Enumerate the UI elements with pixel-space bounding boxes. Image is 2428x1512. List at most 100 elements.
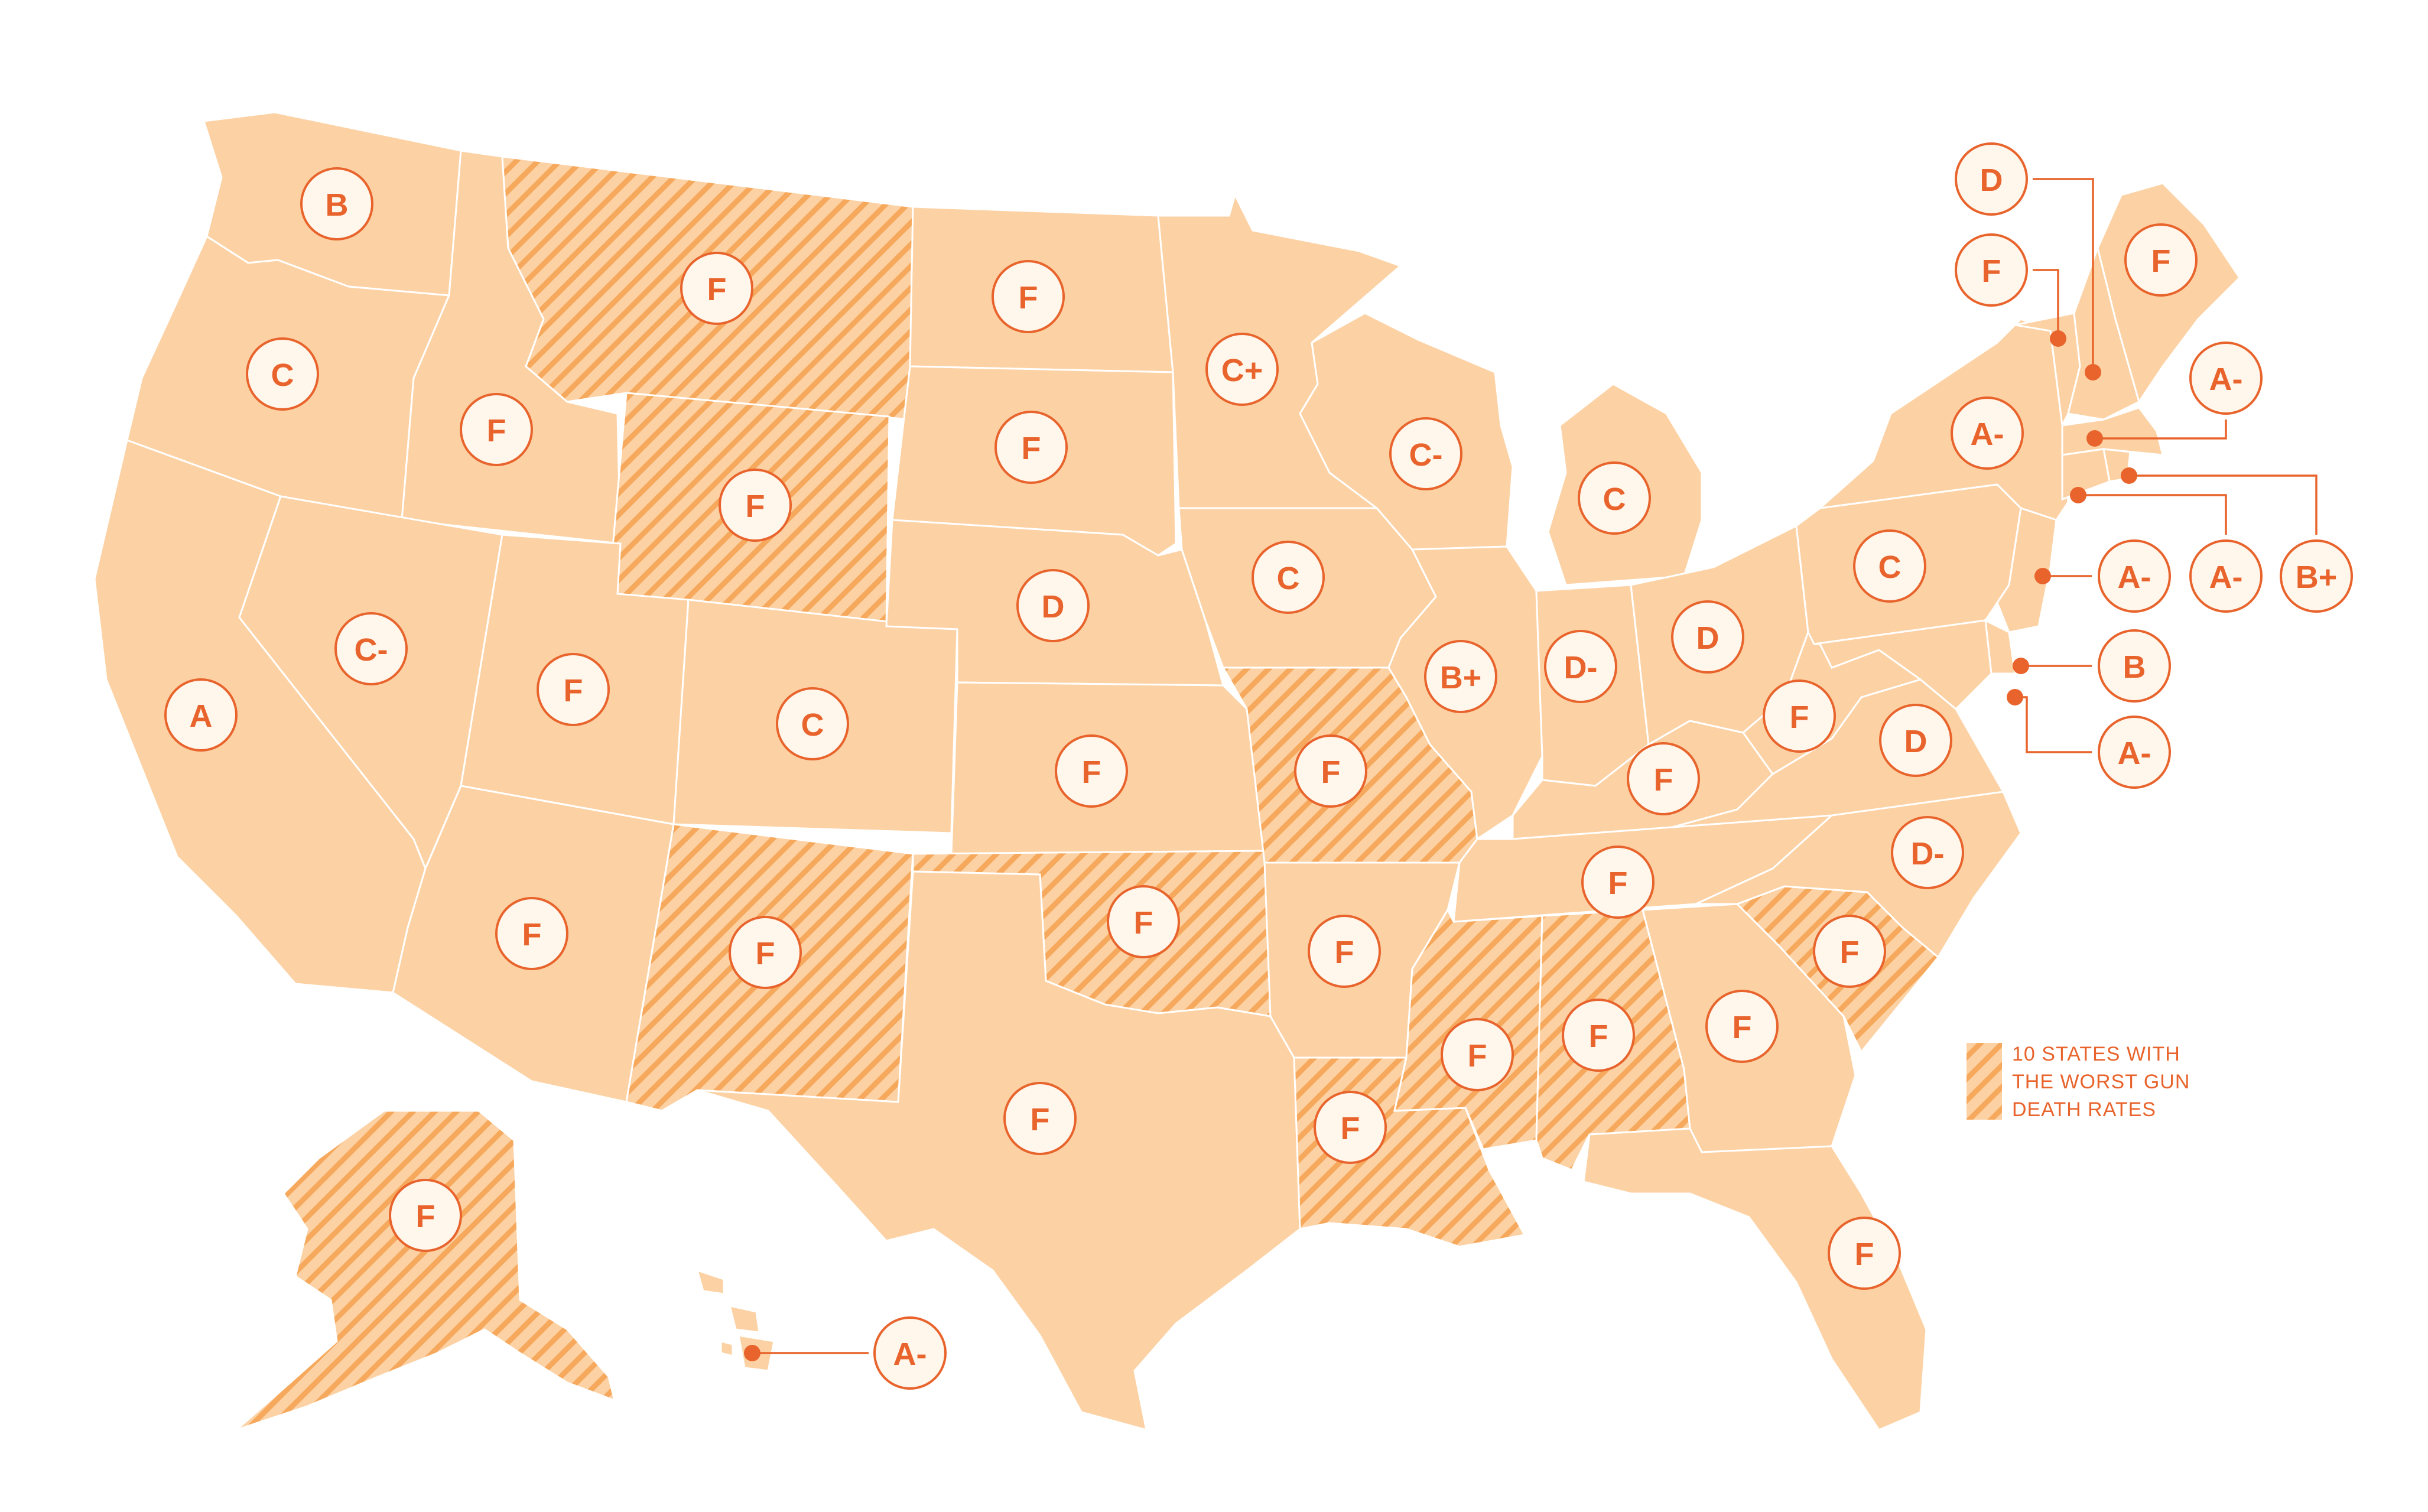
- legend-swatch-hatch: [1967, 1043, 2002, 1120]
- leader-dot-vt: [2050, 330, 2066, 347]
- grade-badge-or[interactable]: C: [246, 337, 319, 411]
- grade-badge-tx[interactable]: F: [1003, 1082, 1077, 1155]
- legend-line-2: THE WORST GUN: [2012, 1071, 2190, 1093]
- grade-badge-ca[interactable]: A: [164, 678, 238, 752]
- grade-badge-va[interactable]: D: [1879, 704, 1952, 777]
- grade-badge-ma[interactable]: A-: [2189, 342, 2263, 415]
- grade-badge-vt[interactable]: F: [1955, 233, 2028, 307]
- grade-badge-circle: [300, 167, 373, 240]
- grade-badge-ga[interactable]: F: [1705, 990, 1779, 1063]
- state-ak[interactable]: [236, 1110, 616, 1431]
- grade-badge-co[interactable]: C: [776, 687, 849, 760]
- grade-label-ri: B+: [2296, 560, 2338, 595]
- grade-badge-sc[interactable]: F: [1813, 915, 1886, 988]
- grade-badge-circle: [1879, 704, 1952, 777]
- grade-badge-circle: [1016, 569, 1090, 642]
- grade-label-pa: C: [1878, 549, 1902, 585]
- grade-badge-fl[interactable]: F: [1828, 1217, 1901, 1290]
- grade-badge-mo[interactable]: F: [1294, 734, 1367, 808]
- grade-badge-la[interactable]: F: [1314, 1091, 1387, 1164]
- grade-badge-nh[interactable]: D: [1955, 142, 2028, 216]
- grade-badge-id[interactable]: F: [460, 393, 533, 466]
- grade-badge-circle: [334, 612, 408, 685]
- grade-badge-il[interactable]: B+: [1424, 640, 1497, 713]
- grade-badge-ct[interactable]: A-: [2189, 539, 2263, 613]
- grade-badge-circle: [389, 1179, 462, 1252]
- grade-badge-ut[interactable]: F: [537, 653, 610, 726]
- grade-label-wi: C-: [1409, 437, 1443, 473]
- grade-badge-mt[interactable]: F: [680, 252, 753, 325]
- grade-label-al: F: [1589, 1019, 1608, 1054]
- grade-label-ct: A-: [2209, 560, 2243, 595]
- grade-badge-md[interactable]: A-: [2098, 716, 2171, 789]
- grade-badge-sd[interactable]: F: [994, 411, 1068, 484]
- grade-badge-ky[interactable]: F: [1627, 742, 1700, 815]
- state-fl[interactable]: [1582, 1127, 1928, 1431]
- leader-line-ri: [2129, 474, 2318, 535]
- grade-badge-circle: [992, 260, 1065, 333]
- grade-badge-circle: [1828, 1217, 1901, 1290]
- grade-badge-circle: [873, 1316, 947, 1390]
- grade-badge-tn[interactable]: F: [1581, 846, 1655, 919]
- grade-badge-nj[interactable]: A-: [2098, 539, 2171, 613]
- grade-badge-circle: [1705, 990, 1779, 1063]
- grade-badge-circle: [164, 678, 238, 752]
- grade-badge-mi[interactable]: C: [1578, 461, 1651, 535]
- grade-label-la: F: [1341, 1111, 1360, 1146]
- grade-label-mo: F: [1321, 755, 1341, 790]
- grade-badge-circle: [1205, 333, 1279, 406]
- grade-badge-ny[interactable]: A-: [1951, 396, 2024, 470]
- grade-badge-az[interactable]: F: [495, 897, 568, 970]
- grade-badge-circle: [1578, 461, 1651, 535]
- grade-badge-circle: [1424, 640, 1497, 713]
- grade-label-vt: F: [1982, 253, 2001, 289]
- leader-line-ma: [2095, 420, 2227, 440]
- grade-badge-me[interactable]: F: [2124, 223, 2198, 297]
- state-ny[interactable]: [1817, 318, 2069, 521]
- grade-badge-nd[interactable]: F: [992, 260, 1065, 333]
- state-nj[interactable]: [1996, 507, 2058, 633]
- grade-badge-circle: [1294, 734, 1367, 808]
- grade-label-tx: F: [1031, 1102, 1050, 1137]
- grade-badge-ak[interactable]: F: [389, 1179, 462, 1252]
- grade-badge-pa[interactable]: C: [1853, 529, 1926, 603]
- grade-badge-hi[interactable]: A-: [873, 1316, 947, 1390]
- grade-badge-al[interactable]: F: [1562, 999, 1635, 1072]
- grade-badge-circle: [1544, 630, 1617, 703]
- grade-badge-circle: [1252, 541, 1325, 614]
- grade-label-ms: F: [1468, 1038, 1487, 1074]
- grade-badge-ia[interactable]: C: [1252, 541, 1325, 614]
- leader-line-nh: [2033, 178, 2094, 372]
- grade-badge-nc[interactable]: D-: [1891, 816, 1964, 889]
- grade-badge-nm[interactable]: F: [729, 916, 802, 989]
- grade-badge-oh[interactable]: D: [1671, 600, 1744, 674]
- grade-badge-mn[interactable]: C+: [1205, 333, 1279, 406]
- grade-badge-circle: [246, 337, 319, 411]
- grade-badge-ok[interactable]: F: [1107, 885, 1180, 958]
- grade-badge-ks[interactable]: F: [1055, 734, 1128, 808]
- state-tx[interactable]: [697, 870, 1301, 1432]
- grade-badge-circle: [1003, 1082, 1077, 1155]
- grade-badge-circle: [1107, 885, 1180, 958]
- grade-badge-wa[interactable]: B: [300, 167, 373, 240]
- grade-badge-wi[interactable]: C-: [1389, 417, 1462, 490]
- state-ct[interactable]: [2061, 448, 2111, 501]
- grade-badge-nv[interactable]: C-: [334, 612, 408, 685]
- leader-dot-ma: [2086, 430, 2103, 447]
- grade-label-nh: D: [1980, 162, 2003, 198]
- grade-badge-circle: [2098, 716, 2171, 789]
- grade-badge-de[interactable]: B: [2098, 629, 2171, 703]
- grade-badge-wy[interactable]: F: [719, 469, 792, 542]
- grade-badge-circle: [495, 897, 568, 970]
- grade-badge-ar[interactable]: F: [1308, 915, 1381, 988]
- grade-badge-ne[interactable]: D: [1016, 569, 1090, 642]
- grade-badge-circle: [2098, 629, 2171, 703]
- grade-badge-wv[interactable]: F: [1763, 679, 1836, 753]
- state-hi[interactable]: [695, 1269, 775, 1372]
- state-md[interactable]: [1813, 619, 1993, 711]
- grade-badge-ms[interactable]: F: [1441, 1018, 1514, 1091]
- grade-label-in: D-: [1564, 650, 1598, 685]
- grade-badge-in[interactable]: D-: [1544, 630, 1617, 703]
- grade-badge-ri[interactable]: B+: [2280, 539, 2353, 613]
